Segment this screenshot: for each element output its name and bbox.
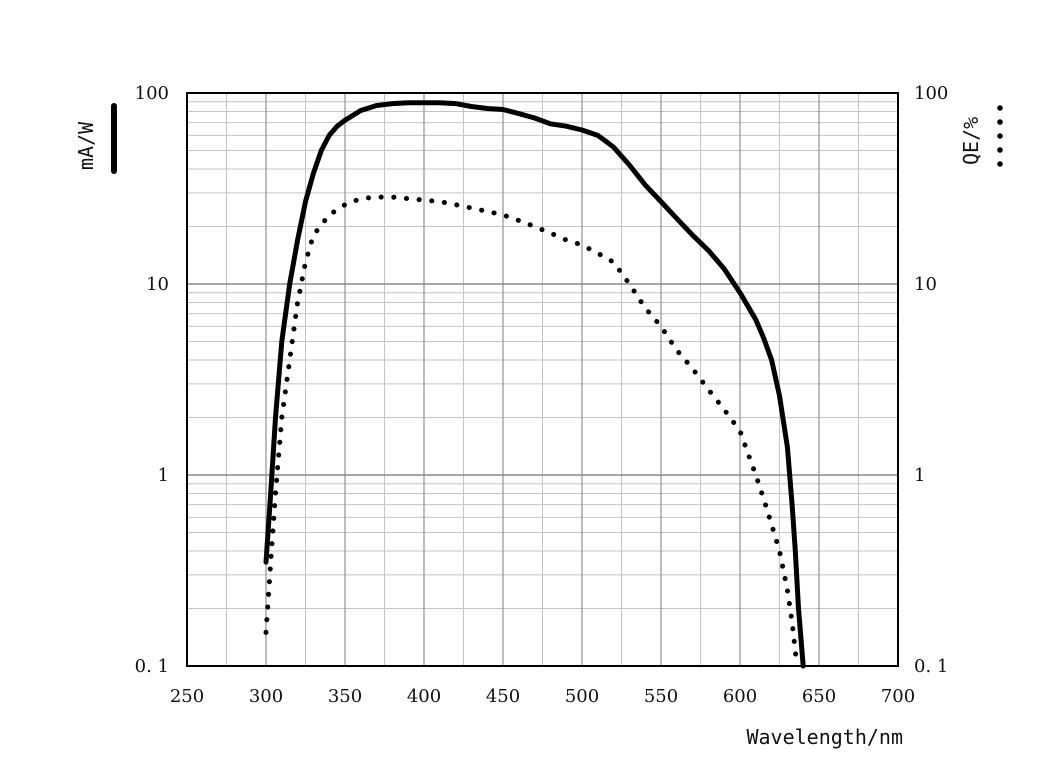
right-y-tick-label: 100 bbox=[914, 83, 948, 104]
right-y-axis-title: QE/% bbox=[959, 117, 983, 165]
right-y-tick-label: 10 bbox=[914, 274, 937, 295]
x-tick-label: 250 bbox=[170, 686, 204, 707]
x-tick-label: 700 bbox=[881, 686, 915, 707]
right-y-axis-title-group: QE/% bbox=[959, 105, 1003, 167]
right-legend-dotted-line bbox=[997, 105, 1003, 167]
x-tick-label: 400 bbox=[407, 686, 441, 707]
left-y-axis-title: mA/W bbox=[74, 121, 98, 170]
x-tick-label: 600 bbox=[723, 686, 757, 707]
left-y-tick-label: 100 bbox=[135, 83, 169, 104]
left-y-tick-label: 1 bbox=[158, 465, 169, 486]
minor-gridlines bbox=[187, 93, 898, 666]
left-y-tick-label: 0. 1 bbox=[135, 656, 169, 677]
series-layer bbox=[263, 100, 806, 669]
x-tick-label: 550 bbox=[644, 686, 678, 707]
x-axis-title: Wavelength/nm bbox=[746, 725, 903, 749]
left-y-tick-label: 10 bbox=[146, 274, 169, 295]
right-y-tick-labels: 0. 1 1 10 100 bbox=[914, 83, 948, 677]
qe-series-line bbox=[263, 194, 800, 669]
x-tick-label: 450 bbox=[486, 686, 520, 707]
left-y-tick-labels: 0. 1 1 10 100 bbox=[135, 83, 169, 677]
x-tick-labels: 250 300 350 400 450 500 550 600 650 700 bbox=[170, 686, 915, 707]
x-tick-label: 500 bbox=[565, 686, 599, 707]
legend-dot bbox=[997, 133, 1003, 139]
x-tick-label: 300 bbox=[249, 686, 283, 707]
right-y-tick-label: 1 bbox=[914, 465, 925, 486]
legend-dot bbox=[997, 105, 1003, 111]
plot-frame bbox=[186, 92, 899, 667]
x-tick-label: 350 bbox=[328, 686, 362, 707]
responsivity-series-line bbox=[263, 100, 806, 669]
x-tick-label: 650 bbox=[802, 686, 836, 707]
legend-dot bbox=[997, 161, 1003, 167]
left-y-axis-title-group: mA/W bbox=[74, 103, 117, 174]
right-y-tick-label: 0. 1 bbox=[914, 656, 948, 677]
legend-dot bbox=[997, 119, 1003, 125]
legend-dot bbox=[997, 147, 1003, 153]
